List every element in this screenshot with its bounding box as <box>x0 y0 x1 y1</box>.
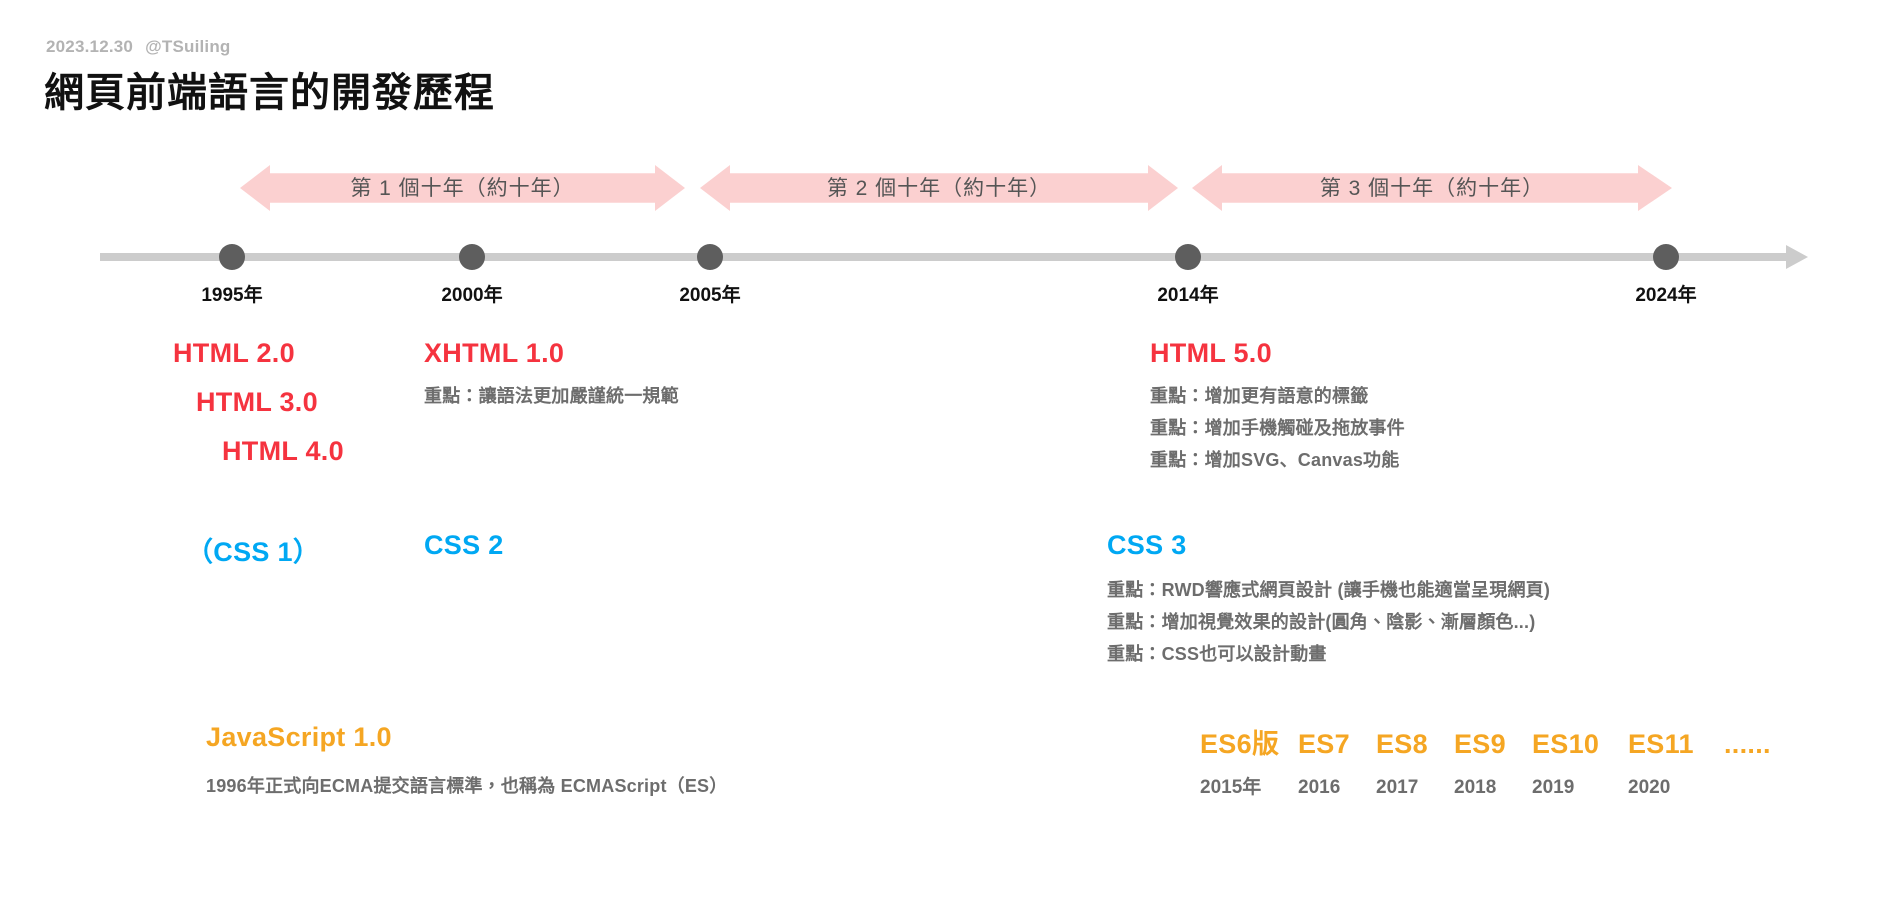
html5-note-line-2: 重點：增加手機觸碰及拖放事件 <box>1150 418 1405 438</box>
decade-band-label: 第 1 個十年（約十年） <box>350 177 575 200</box>
es-version-label-1: ES6版 <box>1200 729 1280 759</box>
css2-title: CSS 2 <box>424 530 504 560</box>
es-version-year-1: 2015年 <box>1200 777 1262 798</box>
timeline-year-label: 2005年 <box>679 285 741 306</box>
es-version-year-3: 2017 <box>1376 777 1419 798</box>
timeline-year-label: 2014年 <box>1157 285 1219 306</box>
author-handle: @TSuiling <box>145 37 231 56</box>
timeline-year-label: 2000年 <box>441 285 503 306</box>
css1-title: （CSS 1） <box>186 537 321 567</box>
html5-notes: 重點：增加更有語意的標籤重點：增加手機觸碰及拖放事件 重點：增加SVG、Canva… <box>1150 380 1405 476</box>
byline: 2023.12.30 @TSuiling <box>46 37 231 57</box>
decade-band-1: 第 1 個十年（約十年） <box>240 165 685 211</box>
xhtml-title: XHTML 1.0 <box>424 338 565 368</box>
timeline-dot-2024[interactable] <box>1653 244 1679 270</box>
decade-band-label: 第 3 個十年（約十年） <box>1319 177 1545 200</box>
html5-title: HTML 5.0 <box>1150 338 1272 368</box>
timeline-dot-1995[interactable] <box>219 244 245 270</box>
timeline-dot-2005[interactable] <box>697 244 723 270</box>
es-version-year-2: 2016 <box>1298 777 1341 798</box>
es-version-label-5: ES10 <box>1532 729 1600 759</box>
es-version-label-4: ES9 <box>1454 729 1506 759</box>
es-version-year-5: 2019 <box>1532 777 1575 798</box>
es-version-label-6: ES11 <box>1628 729 1694 759</box>
es-version-label-3: ES8 <box>1376 729 1428 759</box>
timeline-axis-line <box>100 253 1790 261</box>
html5-note-line-3: 重點：增加SVG、Canvas功能 <box>1150 450 1400 470</box>
css3-note-line-1: 重點：RWD響應式網頁設計 (讓手機也能適當呈現網頁) <box>1107 580 1551 600</box>
html-version-3: HTML 3.0 <box>196 387 318 417</box>
html5-note-line-1: 重點：增加更有語意的標籤 <box>1150 386 1369 406</box>
xhtml-note: 重點：讓語法更加嚴謹統一規範 <box>424 386 679 406</box>
es-version-label-2: ES7 <box>1298 729 1350 759</box>
javascript-title: JavaScript 1.0 <box>206 722 392 752</box>
html-version-4: HTML 4.0 <box>222 436 344 466</box>
timeline-dot-2000[interactable] <box>459 244 485 270</box>
html-version-2: HTML 2.0 <box>173 338 295 368</box>
publish-date: 2023.12.30 <box>46 37 134 56</box>
page-title: 網頁前端語言的開發歷程 <box>44 71 495 115</box>
decade-band-2: 第 2 個十年（約十年） <box>700 165 1178 211</box>
css3-notes: 重點：RWD響應式網頁設計 (讓手機也能適當呈現網頁) 重點：增加視覺效果的設計(… <box>1107 574 1550 670</box>
decade-band-label: 第 2 個十年（約十年） <box>826 177 1052 200</box>
css3-note-line-2: 重點：增加視覺效果的設計(圓角、陰影、漸層顏色...) <box>1107 612 1536 632</box>
decade-band-3: 第 3 個十年（約十年） <box>1192 165 1672 211</box>
es-versions-row: ES6版 ES7 ES8 ES9 ES10 ES11...... <box>1200 722 1814 761</box>
css3-title: CSS 3 <box>1107 530 1187 560</box>
javascript-note: 1996年正式向ECMA提交語言標準，也稱為 ECMAScript（ES） <box>206 776 728 796</box>
es-version-year-6: 2020 <box>1628 777 1671 798</box>
timeline-dot-2014[interactable] <box>1175 244 1201 270</box>
es-version-year-4: 2018 <box>1454 777 1497 798</box>
es-version-label-7: ...... <box>1724 729 1771 759</box>
timeline-year-label: 2024年 <box>1635 285 1697 306</box>
timeline-year-label: 1995年 <box>201 285 263 306</box>
es-years-row: 2015年 2016 2017 2018 2019 2020 <box>1200 772 1814 799</box>
timeline-arrow-head-icon <box>1786 245 1808 269</box>
css3-note-line-3: 重點：CSS也可以設計動畫 <box>1107 644 1327 664</box>
